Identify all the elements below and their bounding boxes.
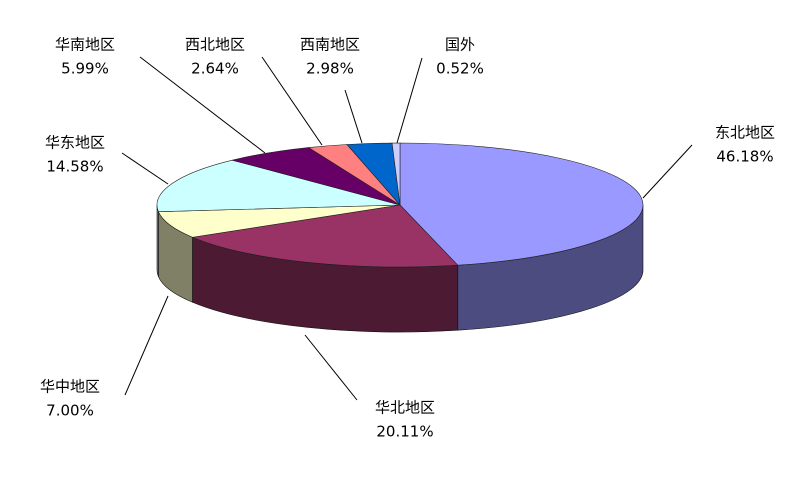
pie-sides	[156, 204, 644, 333]
leader-line	[396, 57, 423, 144]
slice-name: 华东地区	[45, 134, 105, 152]
slice-value: 0.52%	[436, 60, 484, 78]
slice-name: 国外	[445, 36, 475, 54]
slice-name: 华北地区	[375, 399, 435, 417]
slice-name: 华中地区	[40, 378, 100, 396]
slice-name: 东北地区	[715, 124, 775, 142]
slice-value: 5.99%	[61, 60, 109, 78]
leader-line	[304, 334, 358, 401]
leader-line	[139, 56, 266, 154]
slice-name: 西南地区	[300, 36, 360, 54]
labels: 东北地区 46.18% 华北地区 20.11% 华中地区 7.00% 华东地区 14.58% 华…	[40, 36, 775, 441]
pie-slice	[157, 204, 401, 238]
pie-slice	[399, 142, 644, 266]
pie-slice	[156, 159, 401, 212]
leader-line	[121, 152, 169, 185]
leader-line	[261, 56, 323, 146]
leader-line	[344, 89, 363, 144]
slice-name: 西北地区	[185, 36, 245, 54]
pie-slice	[391, 142, 401, 206]
pie-slice	[191, 204, 459, 268]
slice-value: 2.98%	[306, 60, 354, 78]
slice-value: 7.00%	[46, 402, 94, 420]
slice-value: 20.11%	[376, 423, 433, 441]
pie-tops	[156, 142, 644, 268]
slice-name: 华南地区	[55, 36, 115, 54]
leader-line	[124, 295, 169, 396]
pie-side	[156, 204, 159, 277]
leader-line	[642, 144, 693, 199]
slice-value: 2.64%	[191, 60, 239, 78]
slice-value: 14.58%	[46, 158, 103, 176]
slice-value: 46.18%	[716, 148, 773, 166]
